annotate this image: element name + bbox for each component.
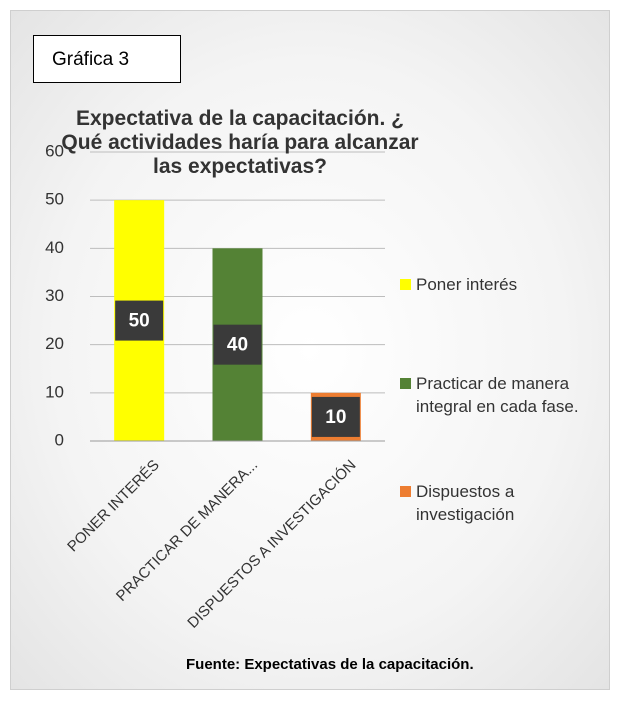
x-tick-label: DISPUESTOS A INVESTIGACIÓN bbox=[184, 457, 359, 632]
legend-swatch bbox=[400, 486, 411, 497]
chart-title: Expectativa de la capacitación. ¿ Qué ac… bbox=[61, 107, 419, 178]
y-tick-label: 10 bbox=[45, 382, 64, 401]
legend-label: Dispuestos a investigación bbox=[416, 482, 515, 524]
y-tick-label: 0 bbox=[55, 430, 64, 449]
data-label-box bbox=[311, 396, 360, 437]
data-label: 40 bbox=[227, 335, 248, 356]
data-label-box bbox=[115, 300, 164, 341]
y-tick-label: 60 bbox=[45, 141, 64, 160]
y-tick-label: 50 bbox=[45, 190, 64, 209]
legend-label: Poner interés bbox=[416, 275, 518, 294]
data-label-box bbox=[213, 324, 262, 365]
legend-swatch bbox=[400, 279, 411, 290]
figure-label: Gráfica 3 bbox=[33, 35, 181, 83]
legend-label: Practicar de manera integral en cada fas… bbox=[416, 374, 579, 416]
data-label: 10 bbox=[325, 407, 346, 428]
source-note: Fuente: Expectativas de la capacitación. bbox=[186, 656, 474, 673]
data-label: 50 bbox=[129, 311, 150, 332]
legend-swatch bbox=[400, 378, 411, 389]
x-tick-label: PONER INTERÉS bbox=[64, 457, 163, 556]
chart-frame bbox=[10, 10, 610, 690]
y-tick-label: 40 bbox=[45, 238, 64, 257]
y-tick-label: 20 bbox=[45, 334, 64, 353]
y-tick-label: 30 bbox=[45, 286, 64, 305]
